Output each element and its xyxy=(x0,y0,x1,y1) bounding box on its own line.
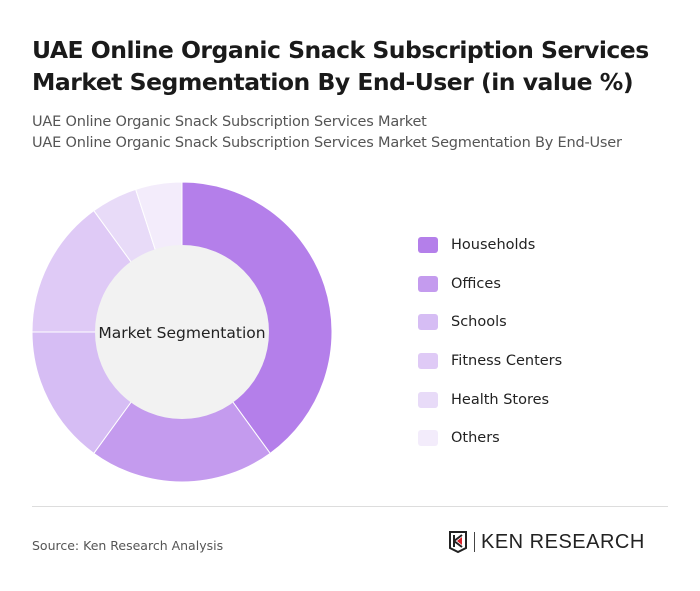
donut-center xyxy=(95,245,269,419)
legend-swatch xyxy=(418,275,438,292)
legend-label: Households xyxy=(451,237,536,254)
legend-item: Offices xyxy=(418,265,562,304)
chart-subtitle: UAE Online Organic Snack Subscription Se… xyxy=(32,114,427,130)
legend-item: Households xyxy=(418,226,562,265)
legend-swatch xyxy=(418,353,438,370)
legend-swatch xyxy=(418,314,438,331)
ken-research-logo: KEN RESEARCH xyxy=(448,530,645,554)
legend-swatch xyxy=(418,237,438,254)
legend-label: Schools xyxy=(451,314,507,331)
legend-label: Offices xyxy=(451,275,501,292)
legend-item: Fitness Centers xyxy=(418,342,562,381)
legend: Households Offices Schools Fitness Centers H… xyxy=(418,226,562,458)
legend-item: Health Stores xyxy=(418,380,562,419)
divider xyxy=(32,506,668,507)
ken-logo-icon xyxy=(449,531,467,554)
legend-label: Others xyxy=(451,430,500,447)
legend-swatch xyxy=(418,430,438,447)
donut-chart: Market Segmentation xyxy=(31,181,333,483)
chart-subtitle-2: UAE Online Organic Snack Subscription Se… xyxy=(32,135,622,151)
center-label: Market Segmentation xyxy=(98,324,265,342)
legend-swatch xyxy=(418,391,438,408)
legend-label: Fitness Centers xyxy=(451,353,563,370)
chart-title: UAE Online Organic Snack Subscription Se… xyxy=(32,36,649,96)
legend-label: Health Stores xyxy=(451,391,550,408)
logo-text: KEN RESEARCH xyxy=(474,532,645,552)
legend-item: Others xyxy=(418,419,562,458)
legend-item: Schools xyxy=(418,303,562,342)
source-note: Source: Ken Research Analysis xyxy=(32,538,224,553)
